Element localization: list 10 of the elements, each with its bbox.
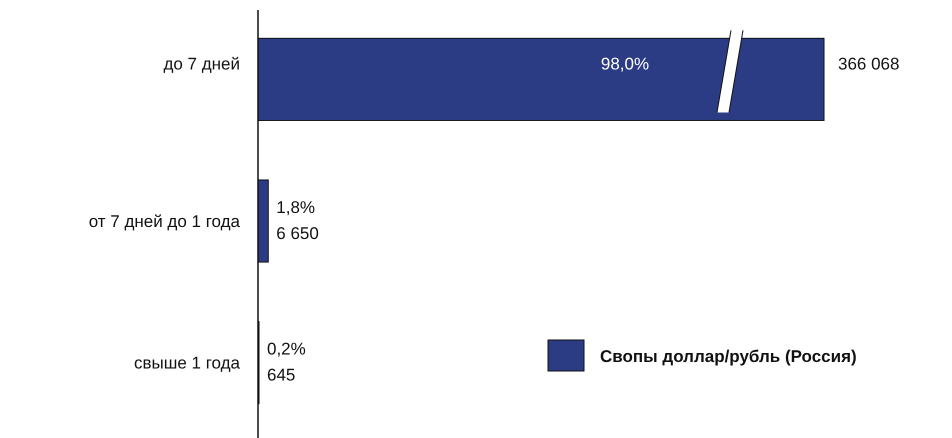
y-tick-label: свыше 1 года [134, 354, 241, 373]
y-tick-label: от 7 дней до 1 года [88, 212, 241, 231]
data-label: 6 650 [276, 224, 319, 243]
annotation: 1,8% [276, 198, 316, 217]
legend-label: Свопы доллар/рубль (Россия) [600, 347, 857, 366]
annotation: 98,0% [600, 54, 650, 74]
annotation: 0,2% [266, 340, 306, 359]
y-tick-label: до 7 дней [163, 54, 240, 74]
data-label: 366 068 [838, 54, 900, 74]
data-label: 645 [266, 366, 296, 385]
